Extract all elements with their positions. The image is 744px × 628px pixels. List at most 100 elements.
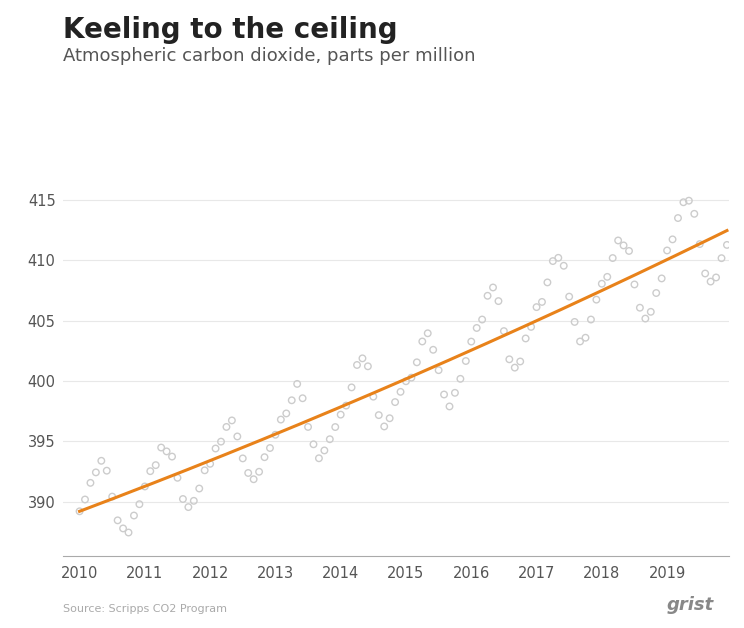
Point	[90, 467, 102, 477]
Point	[226, 415, 238, 425]
Point	[330, 422, 341, 432]
Point	[259, 452, 271, 462]
Point	[547, 256, 559, 266]
Point	[596, 279, 608, 289]
Point	[389, 397, 401, 407]
Point	[612, 236, 624, 246]
Point	[514, 357, 526, 367]
Point	[694, 239, 706, 249]
Point	[443, 401, 455, 411]
Point	[417, 337, 429, 347]
Point	[220, 422, 232, 432]
Point	[716, 253, 728, 263]
Point	[133, 499, 145, 509]
Point	[422, 328, 434, 338]
Point	[302, 422, 314, 432]
Point	[351, 360, 363, 370]
Point	[394, 387, 406, 397]
Point	[721, 240, 733, 250]
Point	[683, 196, 695, 206]
Point	[580, 333, 591, 343]
Point	[269, 430, 281, 440]
Point	[275, 414, 286, 425]
Point	[264, 443, 276, 453]
Point	[645, 307, 657, 317]
Point	[368, 392, 379, 402]
Point	[166, 452, 178, 462]
Point	[177, 494, 189, 504]
Point	[678, 197, 690, 207]
Point	[699, 268, 711, 278]
Point	[601, 272, 613, 282]
Text: Atmospheric carbon dioxide, parts per million: Atmospheric carbon dioxide, parts per mi…	[63, 47, 475, 65]
Point	[710, 273, 722, 283]
Point	[493, 296, 504, 306]
Point	[542, 278, 554, 288]
Point	[384, 413, 396, 423]
Point	[520, 333, 532, 344]
Text: grist: grist	[667, 596, 714, 614]
Point	[661, 246, 673, 256]
Point	[340, 401, 352, 411]
Point	[568, 317, 580, 327]
Point	[536, 297, 548, 307]
Point	[405, 372, 417, 382]
Point	[433, 365, 445, 375]
Text: Keeling to the ceiling: Keeling to the ceiling	[63, 16, 398, 44]
Point	[705, 276, 716, 286]
Point	[161, 447, 173, 457]
Point	[509, 362, 521, 372]
Point	[634, 303, 646, 313]
Point	[438, 389, 450, 399]
Point	[335, 409, 347, 420]
Point	[231, 431, 243, 441]
Point	[85, 478, 97, 488]
Point	[639, 313, 651, 323]
Point	[607, 253, 619, 263]
Point	[112, 516, 124, 526]
Point	[476, 315, 488, 325]
Point	[400, 376, 412, 386]
Point	[117, 523, 129, 533]
Point	[199, 465, 211, 475]
Point	[79, 494, 91, 504]
Point	[297, 393, 309, 403]
Point	[481, 291, 493, 301]
Point	[504, 354, 516, 364]
Point	[629, 279, 641, 290]
Point	[280, 408, 292, 418]
Point	[106, 492, 118, 502]
Point	[356, 354, 368, 364]
Point	[128, 511, 140, 521]
Text: Source: Scripps CO2 Program: Source: Scripps CO2 Program	[63, 604, 227, 614]
Point	[585, 315, 597, 325]
Point	[465, 337, 477, 347]
Point	[449, 388, 461, 398]
Point	[487, 283, 499, 293]
Point	[210, 443, 222, 453]
Point	[204, 459, 216, 469]
Point	[667, 234, 679, 244]
Point	[346, 382, 358, 392]
Point	[688, 208, 700, 219]
Point	[460, 356, 472, 366]
Point	[182, 502, 194, 512]
Point	[362, 361, 373, 371]
Point	[563, 291, 575, 301]
Point	[623, 246, 635, 256]
Point	[215, 436, 227, 447]
Point	[313, 453, 325, 463]
Point	[155, 443, 167, 453]
Point	[324, 434, 336, 444]
Point	[655, 273, 667, 283]
Point	[525, 322, 537, 332]
Point	[150, 460, 161, 470]
Point	[672, 213, 684, 223]
Point	[123, 528, 135, 538]
Point	[455, 374, 466, 384]
Point	[187, 495, 199, 506]
Point	[411, 357, 423, 367]
Point	[591, 295, 603, 305]
Point	[243, 468, 254, 478]
Point	[193, 484, 205, 494]
